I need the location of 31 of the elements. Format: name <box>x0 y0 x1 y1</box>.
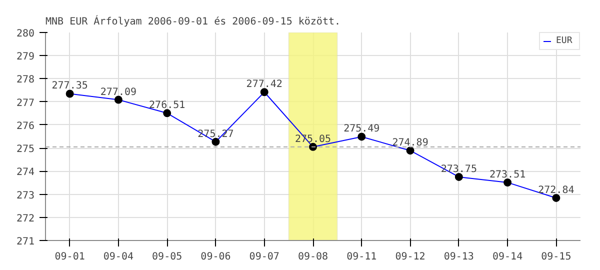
x-tick-label: 09-15 <box>541 252 572 262</box>
x-tick-label: 09-01 <box>54 252 85 262</box>
x-tick-label: 09-05 <box>152 252 182 262</box>
y-tick-label: 278 <box>16 74 34 86</box>
data-label: 277.35 <box>52 80 88 92</box>
x-tick-label: 09-11 <box>346 252 377 262</box>
y-tick-label: 275 <box>16 144 34 156</box>
y-tick-label: 271 <box>16 236 34 248</box>
x-tick-label: 09-08 <box>298 252 328 262</box>
y-tick-label: 277 <box>16 98 34 109</box>
x-tick-label: 09-14 <box>492 252 523 262</box>
x-tick-label: 09-06 <box>200 252 231 262</box>
x-tick-label: 09-13 <box>444 252 474 262</box>
data-label: 275.49 <box>344 124 380 135</box>
data-label: 272.84 <box>538 184 574 196</box>
data-label: 274.89 <box>392 138 428 149</box>
x-tick-label: 09-04 <box>103 252 134 262</box>
y-tick-label: 280 <box>16 28 34 40</box>
x-tick-label: 09-07 <box>249 252 280 262</box>
y-tick-label: 272 <box>16 213 34 224</box>
x-tick-label: 09-12 <box>395 252 426 262</box>
y-tick-label: 273 <box>16 190 34 202</box>
data-label: 276.51 <box>149 100 186 112</box>
legend-label: EUR <box>556 36 574 46</box>
chart-title: MNB EUR Árfolyam 2006-09-01 és 2006-09-15 között. <box>46 14 341 28</box>
y-tick-label: 276 <box>16 120 34 132</box>
data-label: 277.42 <box>246 79 282 90</box>
y-tick-label: 274 <box>16 167 34 178</box>
data-label: 273.51 <box>489 169 526 180</box>
data-label: 277.09 <box>100 86 137 98</box>
y-tick-label: 279 <box>16 52 34 63</box>
